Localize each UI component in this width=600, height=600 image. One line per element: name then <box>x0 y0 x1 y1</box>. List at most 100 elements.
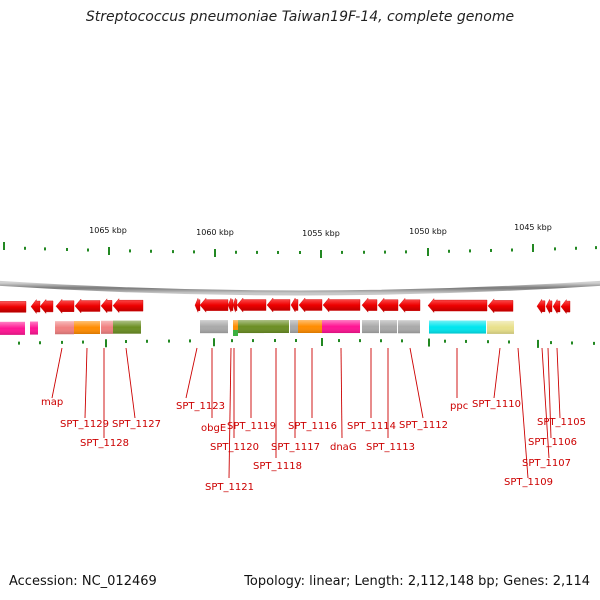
cog-block-shine <box>429 320 486 334</box>
gene-arrow <box>536 298 546 314</box>
gene-label: SPT_1119 <box>227 421 276 432</box>
cog-block-shine <box>380 320 397 334</box>
scale-label: 1050 kbp <box>409 227 447 236</box>
scale-label: 1060 kbp <box>196 228 234 237</box>
cog-block-shine <box>233 320 238 334</box>
gene-arrow <box>0 301 27 313</box>
lower-minor-tick <box>189 339 191 343</box>
minor-tick <box>363 250 365 254</box>
lower-minor-tick <box>359 339 361 343</box>
gene-label: SPT_1109 <box>504 477 553 488</box>
minor-tick <box>554 247 556 251</box>
gene-arrow <box>74 298 101 314</box>
gene-label: SPT_1129 <box>60 419 109 430</box>
gene-label: SPT_1105 <box>537 417 586 428</box>
lower-minor-tick <box>18 341 20 345</box>
lower-minor-tick <box>82 340 84 344</box>
lower-minor-tick <box>444 339 446 343</box>
lower-minor-tick <box>39 341 41 345</box>
gene-arrow <box>377 297 399 313</box>
gene-arrow <box>545 299 553 314</box>
gene-arrow <box>236 297 267 313</box>
cog-block-shine <box>74 321 100 335</box>
gene-label: SPT_1106 <box>528 437 577 448</box>
major-tick <box>427 248 429 256</box>
gene-label-leader <box>84 347 88 419</box>
minor-tick <box>511 248 513 252</box>
minor-tick <box>44 247 46 251</box>
minor-tick <box>129 249 131 253</box>
gene-arrow <box>30 298 41 315</box>
gene-arrow <box>227 298 234 313</box>
gene-label: ppc <box>450 401 468 412</box>
genome-backbone <box>0 280 600 296</box>
cog-block-shine <box>398 320 420 334</box>
gene-arrow <box>398 297 421 313</box>
gene-label: obgE <box>201 423 226 434</box>
gene-label-leader <box>556 347 561 419</box>
lower-minor-tick <box>231 339 233 343</box>
gene-label-leader <box>51 347 63 399</box>
lower-minor-tick <box>295 339 297 343</box>
minor-tick <box>193 250 195 254</box>
gene-arrow <box>552 298 561 315</box>
major-tick <box>214 249 216 257</box>
cog-block-shine <box>487 320 514 334</box>
length-value: 2,112,148 bp <box>407 574 495 589</box>
gene-label: dnaG <box>330 442 357 453</box>
gene-label: SPT_1121 <box>205 482 254 493</box>
cog-block-shine <box>55 321 74 335</box>
gene-arrow <box>100 298 113 314</box>
lower-major-tick <box>537 339 539 348</box>
lower-minor-tick <box>125 340 127 344</box>
gene-label: SPT_1120 <box>210 442 259 453</box>
cog-block-shine <box>362 320 379 334</box>
lower-minor-tick <box>168 339 170 343</box>
gene-label: SPT_1128 <box>80 438 129 449</box>
minor-tick <box>256 250 258 254</box>
gene-label: SPT_1123 <box>176 401 225 412</box>
cog-block-shine <box>264 320 289 334</box>
minor-tick <box>405 250 407 254</box>
lower-major-tick <box>105 339 107 348</box>
minor-tick <box>595 246 597 250</box>
lower-minor-tick <box>550 341 552 345</box>
gene-label-group: mapSPT_1129SPT_1128SPT_1127SPT_1123obgES… <box>41 347 586 493</box>
cog-block-shine <box>322 320 360 334</box>
gene-arrow <box>560 298 571 315</box>
gene-label-leader <box>185 347 198 399</box>
gene-label-leader <box>340 347 343 439</box>
cog-block-shine <box>238 320 264 334</box>
topology-label: Topology: <box>244 574 306 589</box>
cog-block-shine <box>200 320 228 334</box>
cog-block-shine <box>30 321 38 335</box>
major-tick <box>3 242 5 250</box>
lower-minor-tick <box>508 340 510 344</box>
topology-value: linear <box>309 574 346 589</box>
gene-label: SPT_1117 <box>271 442 320 453</box>
gene-arrow <box>199 297 229 313</box>
gene-label-leader <box>547 347 552 439</box>
cog-block-shine <box>290 320 298 334</box>
minor-tick <box>66 247 68 251</box>
gene-label: SPT_1127 <box>112 419 161 430</box>
length-label: Length: <box>354 574 404 589</box>
gene-label-leader <box>228 347 232 479</box>
gene-label: SPT_1114 <box>347 421 396 432</box>
gene-label-leader <box>517 347 529 479</box>
cog-block-shine <box>113 320 141 334</box>
gene-arrow <box>194 298 201 313</box>
minor-tick <box>235 250 237 254</box>
lower-minor-tick <box>274 339 276 343</box>
scale-label: 1055 kbp <box>302 229 340 238</box>
lower-major-tick <box>428 338 430 347</box>
lower-minor-tick <box>61 340 63 344</box>
cog-block-shine <box>0 321 25 335</box>
minor-tick <box>24 246 26 250</box>
gene-label: SPT_1107 <box>522 458 571 469</box>
major-tick <box>320 250 322 258</box>
scale-track: 1065 kbp 1060 kbp 1055 kbp 1050 kbp 1045 kbp <box>3 223 597 258</box>
lower-major-tick <box>213 338 215 347</box>
lower-minor-tick <box>146 339 148 343</box>
